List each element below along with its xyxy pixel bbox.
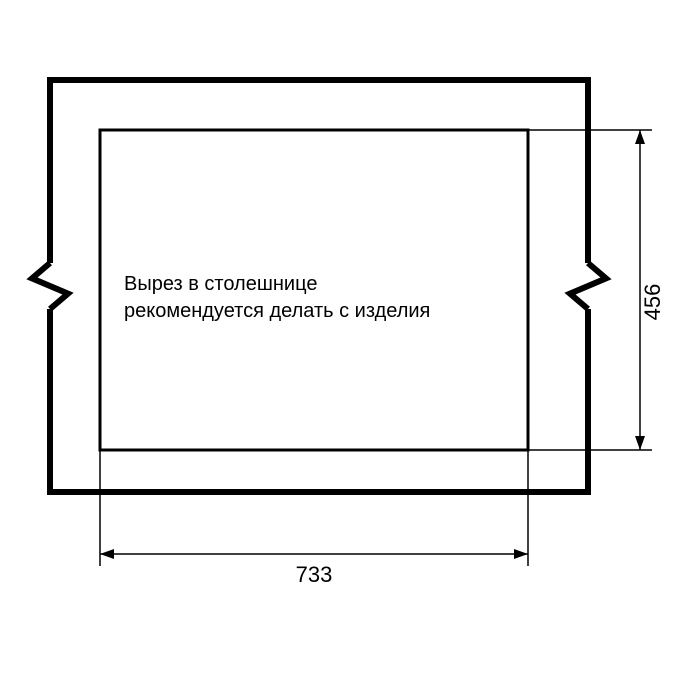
dim-width-label: 733 [296,562,333,587]
break-mark [32,263,68,309]
dim-arrowhead [100,549,114,559]
dim-arrowhead [635,436,645,450]
outer-frame-bottom [50,309,588,492]
note-line-1: Вырез в столешнице [124,273,317,295]
dim-height-label: 456 [640,284,665,321]
outer-frame-top [50,80,588,263]
note-line-2: рекомендуется делать с изделия [124,300,430,322]
break-mark [570,263,606,309]
dim-arrowhead [635,130,645,144]
dim-arrowhead [514,549,528,559]
